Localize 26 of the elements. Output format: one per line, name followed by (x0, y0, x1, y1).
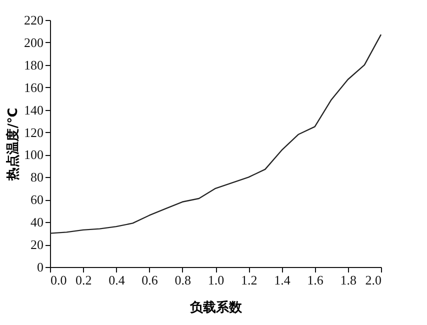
x-tick-label: 0.8 (174, 272, 192, 288)
x-tick-label: 0.0 (50, 272, 67, 288)
x-tick-label: 1.4 (274, 272, 291, 288)
y-tick-label: 160 (24, 80, 44, 95)
line-series (49, 34, 382, 234)
x-tick-label: 2.0 (365, 272, 382, 288)
y-tick-label: 120 (24, 124, 44, 140)
x-axis-title: 负载系数 (189, 300, 243, 316)
y-tick-label: 180 (24, 57, 44, 72)
y-tick-label: 100 (24, 147, 44, 162)
x-tick-label: 0.4 (108, 272, 126, 288)
y-tick-label: 0 (37, 260, 44, 274)
y-tick-label: 40 (30, 214, 44, 230)
y-tick-label: 140 (24, 102, 44, 118)
x-tick-label: 1.8 (340, 272, 357, 288)
x-tick-label: 1.2 (240, 272, 258, 288)
y-axis-title: 热点温度/℃ (5, 108, 21, 182)
x-tick-label: 1.0 (208, 272, 224, 288)
y-tick-label: 20 (30, 237, 44, 252)
x-tick-label: 0.2 (75, 272, 92, 288)
y-tick-label: 220 (24, 12, 44, 28)
x-tick-label: 0.6 (142, 272, 158, 288)
y-tick-label: 60 (30, 192, 44, 208)
y-tick-label: 200 (24, 34, 44, 50)
y-tick-label: 80 (30, 170, 44, 185)
x-tick-label: 1.6 (307, 272, 324, 288)
